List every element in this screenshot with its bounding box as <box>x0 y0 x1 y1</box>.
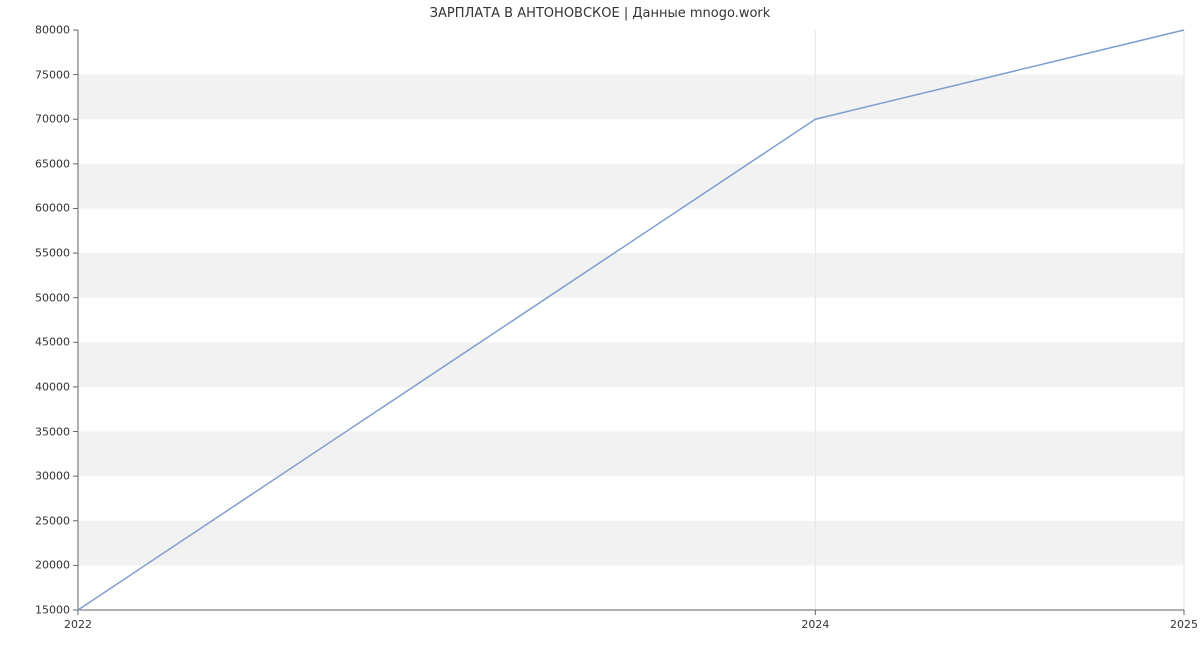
y-tick-label: 50000 <box>0 291 70 304</box>
x-tick-label: 2022 <box>64 618 92 631</box>
y-tick-label: 20000 <box>0 559 70 572</box>
y-tick-label: 80000 <box>0 24 70 37</box>
y-tick-label: 15000 <box>0 604 70 617</box>
y-tick-label: 55000 <box>0 247 70 260</box>
y-tick-label: 40000 <box>0 380 70 393</box>
y-tick-label: 35000 <box>0 425 70 438</box>
chart-canvas <box>0 0 1200 650</box>
y-tick-label: 25000 <box>0 514 70 527</box>
y-tick-label: 65000 <box>0 157 70 170</box>
y-tick-label: 30000 <box>0 470 70 483</box>
x-tick-label: 2025 <box>1170 618 1198 631</box>
y-tick-label: 60000 <box>0 202 70 215</box>
x-tick-label: 2024 <box>801 618 829 631</box>
y-tick-label: 75000 <box>0 68 70 81</box>
salary-line-chart: ЗАРПЛАТА В АНТОНОВСКОЕ | Данные mnogo.wo… <box>0 0 1200 650</box>
y-tick-label: 70000 <box>0 113 70 126</box>
y-tick-label: 45000 <box>0 336 70 349</box>
